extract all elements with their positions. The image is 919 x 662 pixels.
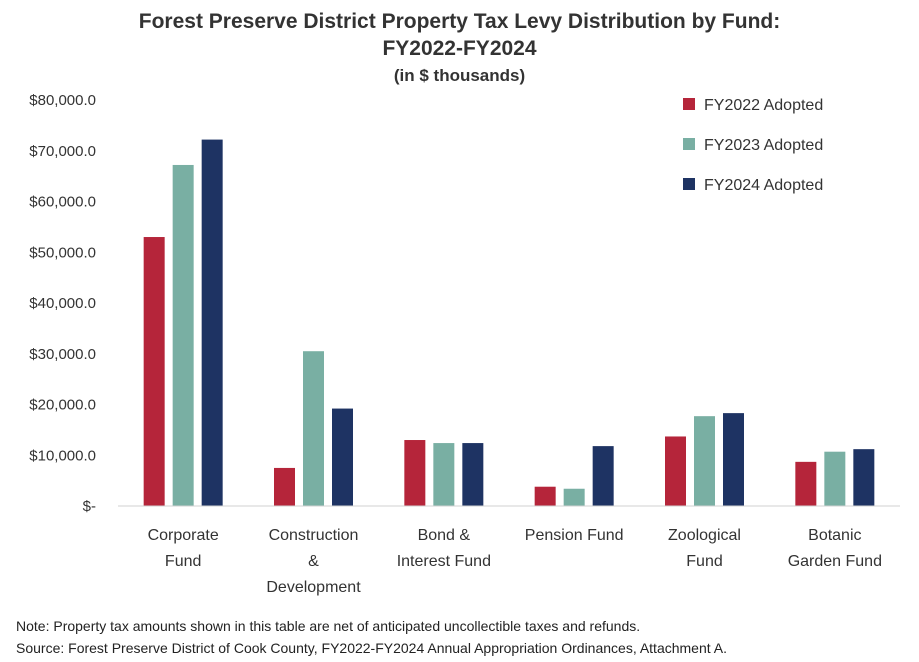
chart-title-line-2: FY2022-FY2024	[382, 37, 537, 60]
chart-title-line-1: Forest Preserve District Property Tax Le…	[138, 10, 781, 33]
bar	[592, 446, 614, 506]
legend-swatch	[683, 98, 695, 110]
x-category-label: Zoological Fund	[668, 527, 741, 570]
legend-label: FY2024 Adopted	[704, 177, 823, 194]
x-category-label-line: Zoological	[668, 527, 741, 544]
bar	[824, 451, 846, 506]
x-category-label: Bond & Interest Fund	[397, 527, 491, 570]
bar	[332, 408, 353, 506]
bar	[201, 139, 223, 506]
y-tick-label: $70,000.0	[29, 143, 96, 160]
bar	[172, 164, 194, 506]
bar	[723, 413, 744, 506]
bar	[534, 486, 556, 506]
x-category-label-line: Bond &	[418, 527, 471, 544]
x-category-label-line: Pension Fund	[525, 527, 624, 544]
y-tick-label: $20,000.0	[29, 397, 96, 414]
x-category-label: Corporate Fund	[148, 527, 219, 570]
bar	[433, 443, 455, 506]
x-category-label-line: Construction	[269, 527, 359, 544]
x-category-label-line: Development	[266, 579, 361, 596]
x-category-label-line: Fund	[165, 553, 201, 570]
y-tick-label: $80,000.0	[29, 92, 96, 109]
x-category-label: Botanic Garden Fund	[788, 527, 882, 570]
bar	[404, 440, 426, 506]
bar	[143, 237, 165, 506]
x-category-label-line: &	[308, 553, 319, 570]
x-category-label-line: Interest Fund	[397, 553, 491, 570]
bar	[694, 416, 715, 506]
bar	[303, 351, 324, 506]
source-text: Source: Forest Preserve District of Cook…	[16, 640, 727, 656]
bar	[462, 443, 484, 506]
x-category-label: Pension Fund	[525, 527, 624, 544]
legend-swatch	[683, 178, 695, 190]
chart-title: Forest Preserve District Property Tax Le…	[0, 8, 919, 62]
y-tick-label: $60,000.0	[29, 194, 96, 211]
x-category-label: Construction & Development	[266, 527, 361, 596]
y-tick-label: $10,000.0	[29, 447, 96, 464]
bar	[563, 488, 585, 506]
bar	[274, 467, 295, 506]
bar	[665, 436, 686, 506]
legend-label: FY2023 Adopted	[704, 137, 823, 154]
x-category-label-line: Fund	[686, 553, 722, 570]
note-text: Note: Property tax amounts shown in this…	[16, 618, 641, 634]
y-tick-label: $-	[83, 498, 96, 515]
bar	[853, 449, 875, 506]
y-tick-label: $30,000.0	[29, 346, 96, 363]
legend-label: FY2022 Adopted	[704, 97, 823, 114]
bar	[795, 461, 817, 506]
x-category-label-line: Botanic	[808, 527, 861, 544]
legend-swatch	[683, 138, 695, 150]
x-category-label-line: Garden Fund	[788, 553, 882, 570]
x-category-label-line: Corporate	[148, 527, 219, 544]
chart-subtitle: (in $ thousands)	[393, 66, 526, 85]
y-tick-label: $50,000.0	[29, 244, 96, 261]
y-tick-label: $40,000.0	[29, 295, 96, 312]
